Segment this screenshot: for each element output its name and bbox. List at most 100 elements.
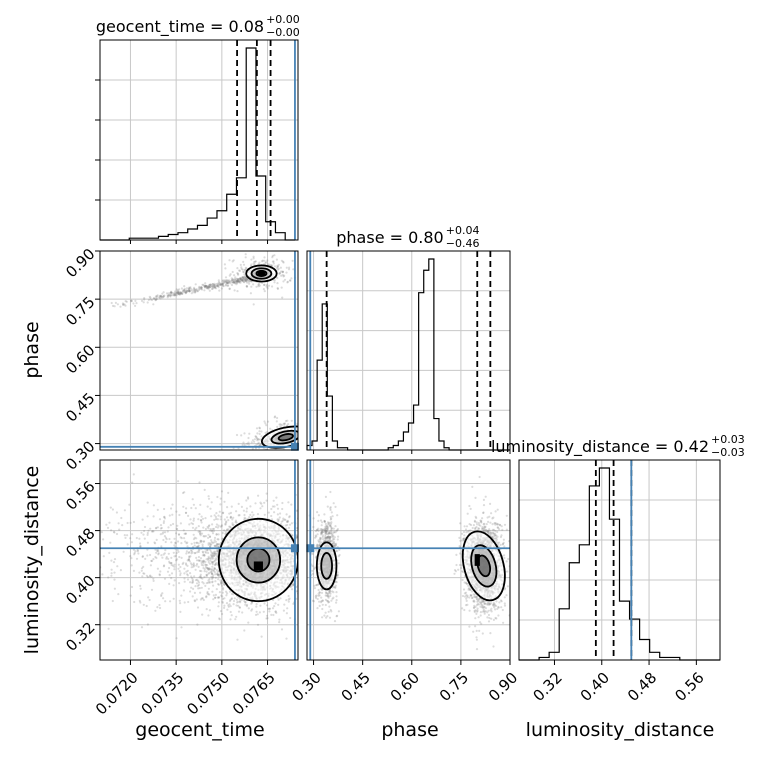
sample-point — [199, 503, 202, 506]
sample-point — [244, 266, 247, 269]
sample-point — [286, 607, 289, 610]
sample-point — [220, 594, 223, 597]
sample-point — [186, 573, 189, 576]
sample-point — [298, 431, 300, 433]
sample-point — [204, 550, 207, 553]
sample-point — [208, 562, 212, 565]
sample-point — [148, 598, 151, 602]
sample-point — [247, 443, 250, 446]
sample-point — [326, 592, 329, 596]
sample-point — [283, 274, 286, 277]
sample-point — [231, 278, 234, 281]
sample-point — [336, 614, 339, 617]
sample-point — [275, 420, 278, 423]
sample-point — [244, 269, 247, 272]
sample-point — [199, 532, 202, 535]
sample-point — [173, 579, 176, 582]
sample-point — [214, 596, 217, 599]
sample-point — [208, 571, 211, 574]
sample-point — [257, 494, 260, 497]
sample-point — [179, 574, 182, 577]
sample-point — [218, 289, 221, 292]
sample-point — [278, 618, 281, 621]
sample-point — [166, 570, 170, 573]
sample-point — [164, 536, 167, 539]
sample-point — [173, 292, 176, 295]
sample-point — [252, 255, 255, 258]
sample-point — [207, 533, 210, 536]
sample-point — [335, 599, 338, 602]
sample-point — [134, 304, 137, 307]
sample-point — [206, 567, 209, 570]
sample-point — [203, 285, 206, 288]
sample-point — [204, 584, 207, 588]
sample-point — [241, 276, 244, 279]
sample-point — [192, 533, 195, 536]
sample-point — [132, 473, 135, 476]
sample-point — [313, 584, 316, 588]
sample-point — [191, 578, 194, 581]
sample-point — [190, 566, 193, 569]
sample-point — [199, 540, 202, 543]
sample-point — [311, 565, 314, 568]
sample-point — [218, 510, 221, 513]
sample-point — [213, 518, 216, 521]
sample-point — [209, 545, 212, 548]
sample-point — [154, 548, 157, 551]
sample-point — [326, 526, 329, 529]
sample-point — [221, 537, 224, 540]
sample-point — [242, 509, 245, 512]
sample-point — [191, 577, 194, 580]
sample-point — [500, 600, 503, 603]
sample-point — [203, 554, 206, 557]
sample-point — [167, 294, 170, 297]
sample-point — [202, 559, 205, 562]
sample-point — [154, 542, 157, 545]
sample-point — [212, 576, 215, 579]
sample-point — [170, 556, 173, 560]
sample-point — [328, 524, 331, 527]
sample-point — [258, 432, 261, 436]
sample-point — [199, 287, 202, 290]
sample-point — [205, 285, 208, 288]
sample-point — [195, 559, 199, 562]
sample-point — [239, 281, 242, 284]
sample-point — [318, 538, 321, 541]
sample-point — [185, 507, 188, 510]
sample-point — [164, 600, 167, 603]
sample-point — [115, 511, 118, 514]
sample-point — [316, 543, 319, 546]
sample-point — [213, 541, 216, 544]
sample-point — [276, 287, 279, 290]
sample-point — [216, 284, 219, 287]
sample-point — [213, 552, 217, 555]
sample-point — [229, 526, 232, 529]
sample-point — [241, 277, 244, 280]
sample-point — [117, 522, 120, 525]
sample-point — [143, 537, 146, 540]
sample-point — [244, 277, 247, 280]
sample-point — [321, 607, 324, 611]
sample-point — [195, 598, 198, 601]
sample-point — [315, 594, 318, 597]
sample-point — [180, 594, 183, 597]
sample-point — [142, 565, 145, 569]
sample-point — [332, 542, 335, 545]
sample-point — [321, 521, 324, 524]
sample-point — [192, 538, 196, 541]
sample-point — [299, 545, 301, 547]
sample-point — [142, 533, 145, 536]
sample-point — [211, 563, 214, 566]
sample-point — [238, 280, 241, 283]
sample-point — [329, 590, 332, 593]
sample-point — [245, 276, 248, 279]
sample-point — [263, 420, 266, 423]
sample-point — [200, 286, 203, 289]
sample-point — [232, 593, 235, 596]
sample-point — [239, 279, 242, 282]
sample-point — [315, 535, 318, 538]
sample-point — [168, 582, 171, 586]
sample-point — [176, 540, 180, 543]
sample-point — [244, 253, 247, 256]
sample-point — [487, 609, 490, 612]
